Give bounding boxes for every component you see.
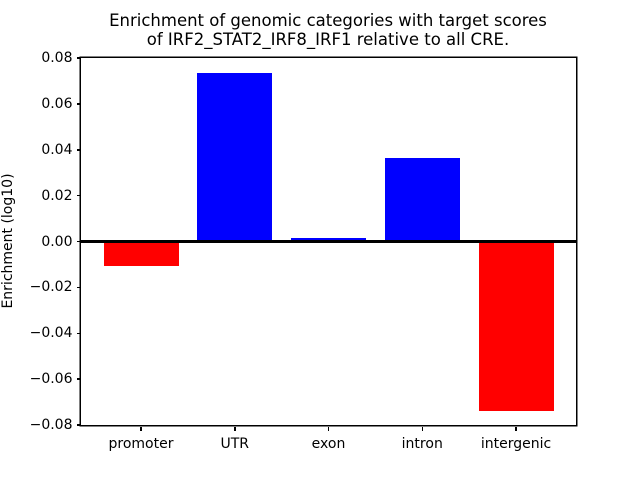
x-tick [421,426,423,431]
chart-title-line-1: Enrichment of genomic categories with ta… [109,11,547,30]
y-tick-label: 0.00 [41,233,73,250]
y-tick [76,286,81,289]
y-tick-label: −0.08 [29,417,73,433]
chart-title: Enrichment of genomic categories with ta… [109,11,547,49]
zero-line [81,240,576,243]
bar-intergenic [478,241,554,411]
y-tick [76,378,81,380]
y-tick-label: −0.06 [29,371,73,388]
y-tick-label: 0.06 [41,95,73,112]
bar-exon [291,237,366,242]
x-tick-label-intergenic: intergenic [480,436,552,452]
y-tick [76,332,81,334]
y-tick [76,194,81,197]
y-tick [76,57,81,59]
y-tick [76,424,81,426]
y-tick [76,103,81,105]
bar-UTR [197,72,273,242]
x-tick [327,426,330,431]
x-tick-label-exon: exon [311,436,346,452]
y-tick-label: 0.02 [41,187,73,204]
chart-title-line-2: of IRF2_STAT2_IRF8_IRF1 relative to all … [146,30,510,49]
x-tick-label-intron: intron [401,436,443,452]
x-tick [234,426,236,431]
x-tick-label-promoter: promoter [108,436,174,452]
bar-promoter [103,241,179,267]
y-tick-label: 0.08 [41,50,73,66]
x-tick [515,426,517,431]
y-tick [76,240,81,243]
y-tick [76,149,81,151]
y-tick-label: −0.02 [29,279,73,296]
bar-intron [384,157,460,242]
y-tick-label: −0.04 [29,325,73,342]
plot-area [81,58,576,425]
y-tick-label: 0.04 [41,141,73,158]
x-tick [140,426,142,431]
x-tick-label-UTR: UTR [220,436,250,452]
